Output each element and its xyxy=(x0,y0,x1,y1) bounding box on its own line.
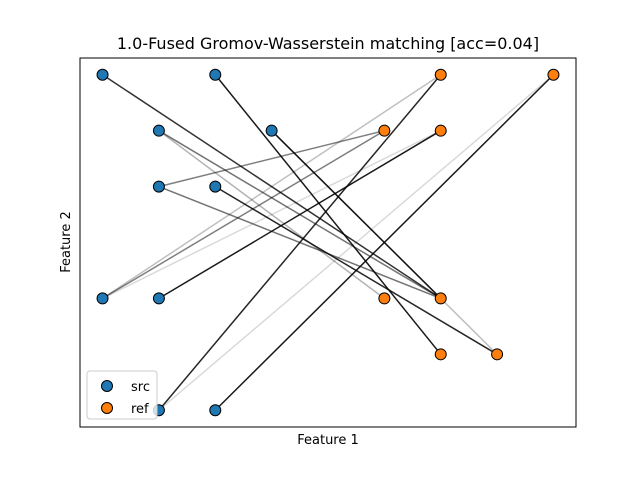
ref-point xyxy=(491,348,504,361)
ref-point xyxy=(378,124,391,137)
x-axis-label: Feature 1 xyxy=(297,433,359,448)
matching-lines xyxy=(102,74,554,411)
legend-label-src: src xyxy=(131,380,150,395)
matching-line xyxy=(214,74,442,355)
src-point xyxy=(209,404,222,417)
matching-line xyxy=(102,130,442,300)
src-point xyxy=(96,68,109,81)
matching-line xyxy=(158,74,442,411)
matching-line xyxy=(158,130,442,300)
legend-label-ref: ref xyxy=(131,402,149,417)
ref-point xyxy=(434,68,447,81)
src-point xyxy=(209,68,222,81)
src-point xyxy=(209,180,222,193)
legend-marker-ref xyxy=(101,402,113,414)
src-point xyxy=(152,292,165,305)
matching-line xyxy=(102,130,385,300)
y-axis-label: Feature 2 xyxy=(59,211,74,273)
src-point xyxy=(265,124,278,137)
src-point xyxy=(96,292,109,305)
ref-point xyxy=(434,292,447,305)
matching-line xyxy=(158,130,385,300)
legend: src ref xyxy=(86,370,158,420)
matching-line xyxy=(158,74,554,411)
ref-point xyxy=(547,68,560,81)
data-points xyxy=(96,68,560,417)
plot-area-frame xyxy=(79,57,577,428)
src-point xyxy=(152,124,165,137)
ref-point xyxy=(434,124,447,137)
ref-point xyxy=(434,348,447,361)
matching-line xyxy=(102,74,442,300)
matching-line xyxy=(102,74,442,300)
matching-line xyxy=(214,74,554,411)
matching-line xyxy=(271,130,442,299)
legend-marker-src xyxy=(101,380,113,392)
src-point xyxy=(152,180,165,193)
ref-point xyxy=(378,292,391,305)
matching-line xyxy=(158,129,385,188)
chart-title: 1.0-Fused Gromov-Wasserstein matching [a… xyxy=(117,34,539,53)
